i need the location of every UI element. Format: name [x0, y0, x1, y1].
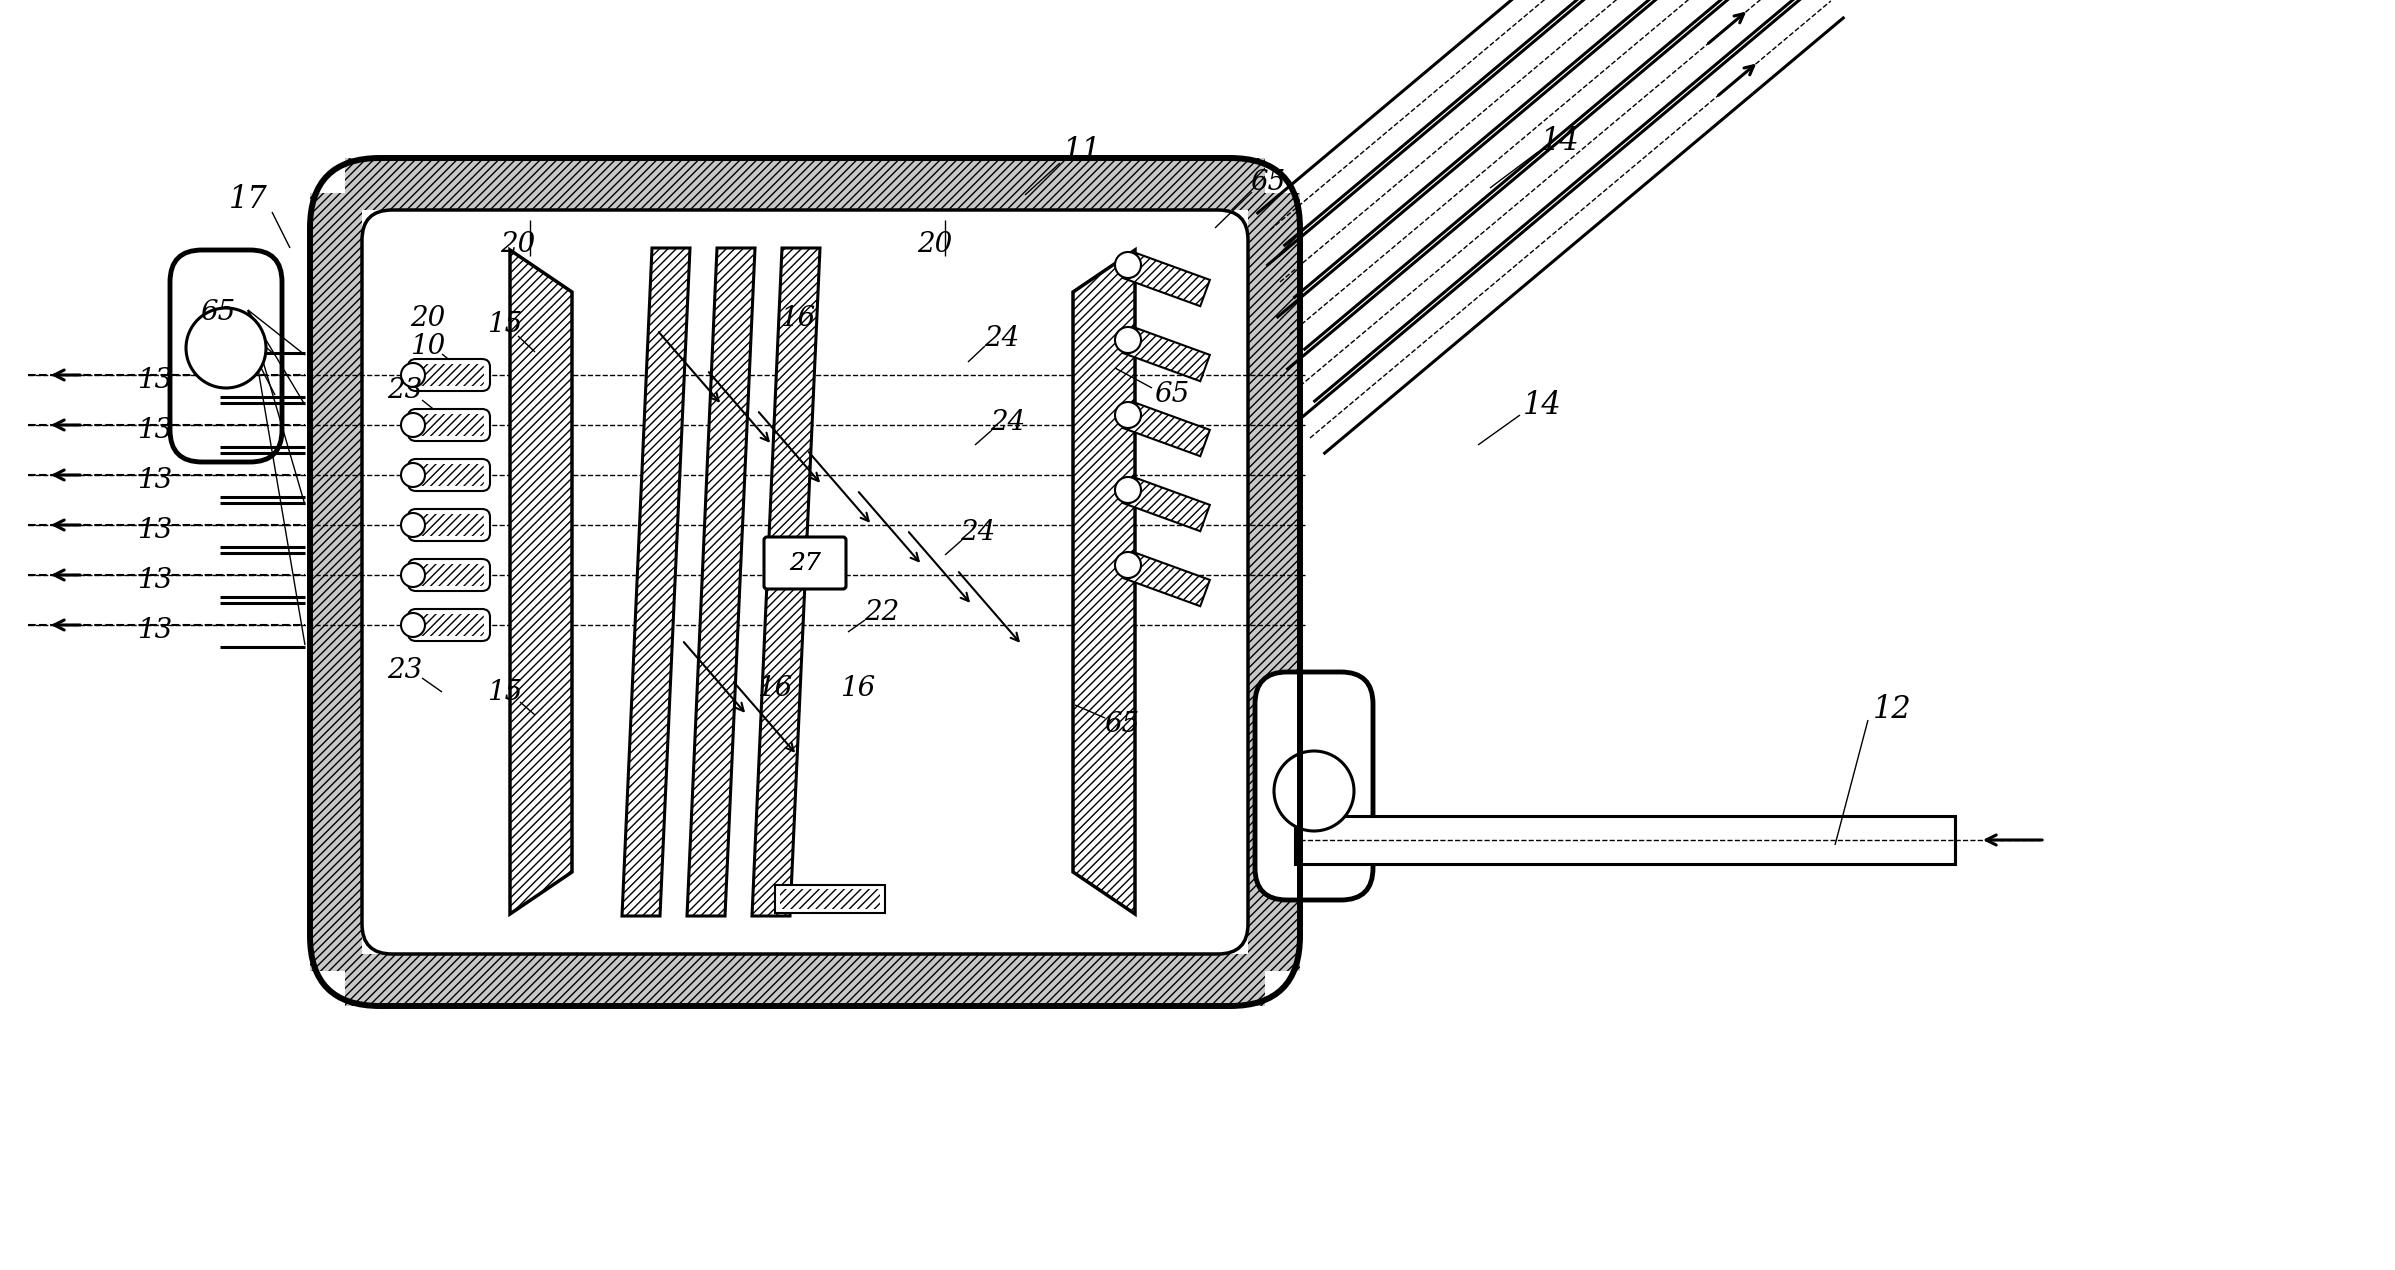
Polygon shape: [510, 250, 572, 914]
Text: 24: 24: [992, 409, 1025, 436]
Polygon shape: [1123, 476, 1209, 531]
Polygon shape: [1073, 250, 1135, 914]
Circle shape: [187, 309, 266, 389]
Circle shape: [1116, 403, 1140, 428]
Text: 24: 24: [960, 518, 996, 546]
Circle shape: [400, 513, 424, 537]
Polygon shape: [345, 157, 1265, 210]
Text: 13: 13: [137, 566, 172, 593]
Polygon shape: [1123, 401, 1209, 456]
Polygon shape: [1123, 251, 1209, 306]
Polygon shape: [309, 193, 362, 972]
Text: 14: 14: [1523, 390, 1562, 420]
Text: 65: 65: [1154, 381, 1190, 409]
Text: 20: 20: [410, 305, 445, 331]
Circle shape: [400, 363, 424, 387]
Circle shape: [1116, 251, 1140, 278]
Text: 27: 27: [788, 551, 821, 574]
Polygon shape: [752, 248, 819, 916]
FancyBboxPatch shape: [764, 537, 845, 589]
Text: 17: 17: [228, 184, 268, 216]
Circle shape: [1116, 478, 1140, 503]
Polygon shape: [345, 954, 1265, 1006]
FancyBboxPatch shape: [1255, 672, 1372, 900]
Text: 16: 16: [757, 674, 793, 701]
Polygon shape: [1123, 552, 1209, 606]
Text: 13: 13: [137, 417, 172, 443]
Text: 22: 22: [865, 598, 901, 626]
Text: 11: 11: [1063, 136, 1102, 168]
Bar: [781, 889, 879, 909]
FancyBboxPatch shape: [309, 157, 1300, 1006]
Text: 16: 16: [841, 674, 877, 701]
Text: 20: 20: [501, 231, 536, 259]
Bar: [1296, 817, 1954, 864]
FancyBboxPatch shape: [407, 458, 491, 491]
Bar: [776, 885, 886, 913]
Text: 13: 13: [137, 616, 172, 644]
Text: 13: 13: [137, 466, 172, 494]
Polygon shape: [1123, 326, 1209, 381]
Text: 10: 10: [410, 333, 445, 359]
FancyBboxPatch shape: [362, 210, 1248, 954]
Text: 23: 23: [388, 657, 422, 683]
Text: 27: 27: [788, 551, 821, 574]
FancyBboxPatch shape: [170, 250, 283, 462]
Circle shape: [400, 613, 424, 638]
Circle shape: [1116, 326, 1140, 353]
Text: 12: 12: [1873, 695, 1911, 725]
FancyBboxPatch shape: [407, 359, 491, 391]
Text: 24: 24: [984, 325, 1020, 352]
Circle shape: [400, 563, 424, 587]
Text: 13: 13: [137, 517, 172, 544]
Text: 23: 23: [388, 376, 422, 404]
Text: 13: 13: [137, 367, 172, 394]
Polygon shape: [623, 248, 690, 916]
Text: 14: 14: [1540, 127, 1578, 157]
Circle shape: [400, 413, 424, 437]
Text: 20: 20: [917, 231, 953, 259]
Text: 16: 16: [781, 305, 817, 331]
Text: 65: 65: [1104, 711, 1140, 738]
Circle shape: [400, 464, 424, 486]
Text: 65: 65: [1250, 169, 1286, 196]
Text: 65: 65: [201, 298, 235, 325]
FancyBboxPatch shape: [407, 509, 491, 541]
Polygon shape: [1248, 193, 1300, 972]
Polygon shape: [687, 248, 754, 916]
Circle shape: [1274, 751, 1353, 831]
FancyBboxPatch shape: [407, 559, 491, 591]
Circle shape: [1116, 552, 1140, 578]
FancyBboxPatch shape: [407, 610, 491, 641]
FancyBboxPatch shape: [407, 409, 491, 441]
Text: 15: 15: [486, 311, 522, 339]
Text: 15: 15: [486, 678, 522, 706]
